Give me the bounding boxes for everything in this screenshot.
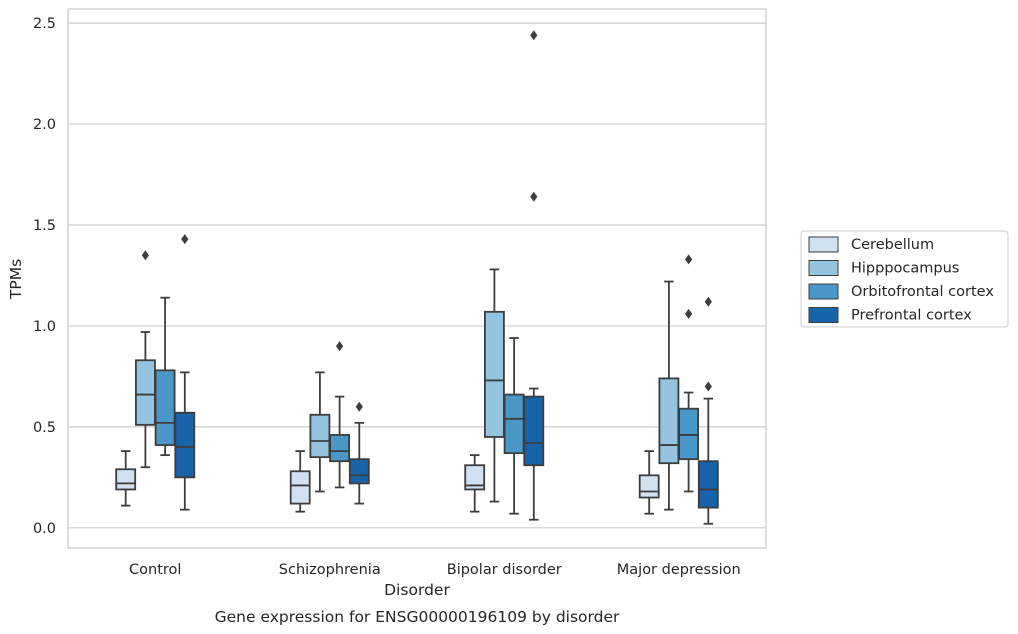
legend-swatch [808, 307, 839, 323]
legend: Cerebellum Hipppocampus Orbitofrontal cort… [800, 230, 1009, 328]
outlier-point [530, 191, 538, 202]
outlier-point [685, 308, 693, 319]
box-iqr [697, 460, 719, 509]
box-iqr [154, 369, 176, 446]
box-prefrontal-cortex-control [174, 234, 196, 511]
boxes [115, 30, 719, 525]
box-prefrontal-cortex-schizophrenia [348, 401, 370, 505]
box-hipppocampus-control [134, 250, 156, 469]
outlier-point [685, 254, 693, 265]
box-iqr [503, 393, 525, 455]
box-prefrontal-cortex-bipolar-disorder [523, 30, 545, 521]
legend-swatch [808, 260, 839, 276]
legend-entry: Orbitofrontal cortex [851, 284, 994, 300]
x-tick-label: Schizophrenia [279, 562, 381, 578]
y-tick-labels: 0.0 0.5 1.0 1.5 2.0 2.5 [33, 16, 56, 537]
box-hipppocampus-bipolar-disorder [483, 268, 505, 503]
y-tick-label: 1.0 [33, 319, 56, 335]
legend-entry: Cerebellum [851, 237, 934, 253]
box-cerebellum-control [115, 450, 137, 507]
x-tick-labels: Control Schizophrenia Bipolar disorder Majo… [129, 562, 741, 578]
box-iqr [483, 310, 505, 438]
outlier-point [141, 250, 149, 261]
x-tick-label: Bipolar disorder [447, 562, 562, 578]
legend-entry: Prefrontal cortex [851, 308, 972, 324]
legend-frame [800, 230, 1009, 328]
legend-entry: Hipppocampus [851, 261, 959, 277]
box-orbitofrontal-cortex-control [154, 296, 176, 457]
box-iqr [134, 359, 156, 426]
box-cerebellum-schizophrenia [289, 450, 311, 513]
box-iqr [638, 474, 660, 499]
outlier-point [704, 381, 712, 392]
box-prefrontal-cortex-major-depression [697, 296, 719, 525]
box-iqr [678, 407, 699, 461]
y-tick-label: 1.5 [33, 218, 56, 234]
box-iqr [348, 458, 370, 485]
chart-caption: Gene expression for ENSG00000196109 by d… [215, 608, 620, 626]
box-iqr [115, 468, 137, 491]
box-orbitofrontal-cortex-schizophrenia [329, 341, 351, 489]
y-tick-label: 2.5 [33, 16, 56, 32]
box-cerebellum-bipolar-disorder [464, 454, 486, 513]
box-iqr [329, 434, 351, 463]
outlier-point [355, 401, 363, 412]
x-tick-label: Control [129, 562, 181, 578]
box-iqr [289, 470, 311, 505]
y-axis-label: TPMs [7, 259, 25, 300]
outlier-point [336, 341, 344, 352]
box-iqr [523, 395, 545, 467]
outlier-point [530, 30, 538, 41]
y-tick-label: 0.5 [33, 420, 56, 436]
y-tick-label: 2.0 [33, 117, 56, 133]
box-iqr [174, 411, 196, 479]
x-tick-label: Major depression [617, 562, 741, 578]
y-tick-label: 0.0 [33, 521, 56, 537]
legend-swatch [808, 236, 839, 253]
box-orbitofrontal-cortex-bipolar-disorder [503, 337, 525, 515]
box-iqr [464, 464, 486, 491]
box-iqr [658, 377, 680, 465]
x-axis-label: Disorder [384, 581, 450, 599]
plot-frame [67, 8, 767, 549]
box-cerebellum-major-depression [638, 450, 660, 515]
box-orbitofrontal-cortex-major-depression [678, 254, 699, 493]
box-iqr [309, 413, 331, 459]
legend-swatch [808, 283, 839, 300]
box-hipppocampus-major-depression [658, 280, 680, 511]
outlier-point [704, 296, 712, 307]
box-hipppocampus-schizophrenia [309, 371, 331, 493]
outlier-point [181, 234, 189, 245]
